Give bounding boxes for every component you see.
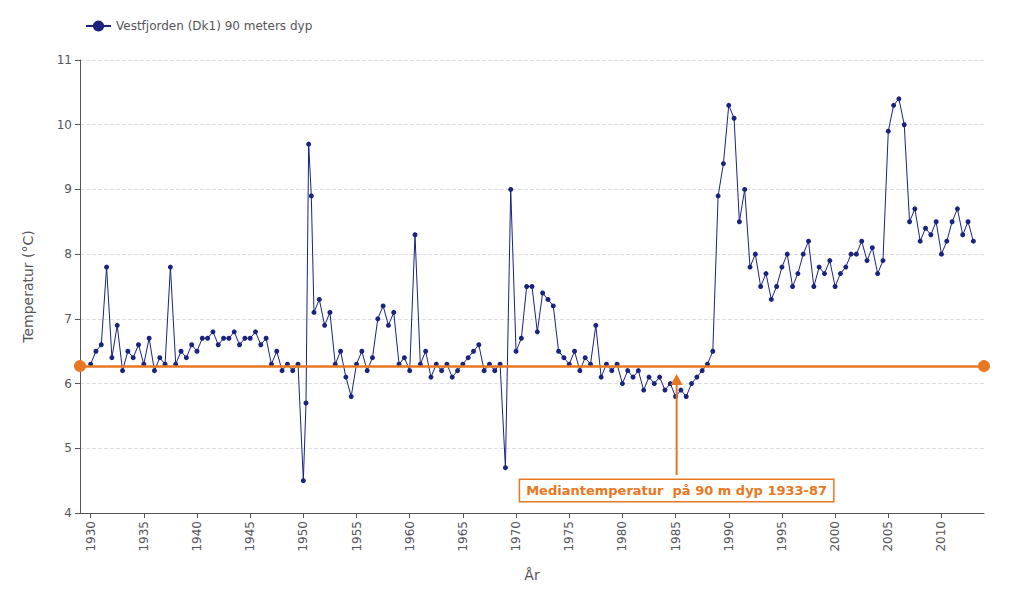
svg-text:1970: 1970 [509,521,523,552]
svg-text:11: 11 [57,53,72,67]
svg-text:2005: 2005 [881,521,895,552]
svg-text:8: 8 [64,247,72,261]
svg-text:Mediantemperatur på 90 m dyp: Mediantemperatur på 90 m dyp 1933-87 [526,483,827,498]
svg-text:1980: 1980 [615,521,629,552]
svg-text:6: 6 [64,377,72,391]
svg-text:Vestfjorden (Dk1) 90 meters dy: Vestfjorden (Dk1) 90 meters dyp [116,19,312,33]
svg-text:5: 5 [64,441,72,455]
svg-text:1940: 1940 [190,521,204,552]
svg-text:1950: 1950 [296,521,310,552]
svg-text:1935: 1935 [137,521,151,552]
svg-text:År: År [524,567,540,583]
svg-text:2000: 2000 [828,521,842,552]
svg-text:1945: 1945 [243,521,257,552]
svg-text:9: 9 [64,182,72,196]
svg-text:Temperatur (°C): Temperatur (°C) [20,230,36,344]
svg-text:1955: 1955 [350,521,364,552]
svg-text:1965: 1965 [456,521,470,552]
svg-text:4: 4 [64,506,72,520]
svg-text:1990: 1990 [722,521,736,552]
svg-text:2010: 2010 [934,521,948,552]
svg-text:1985: 1985 [669,521,683,552]
svg-text:1930: 1930 [84,521,98,552]
svg-text:7: 7 [64,312,72,326]
svg-text:10: 10 [57,118,72,132]
svg-text:1960: 1960 [403,521,417,552]
svg-text:1995: 1995 [775,521,789,552]
svg-text:1975: 1975 [562,521,576,552]
